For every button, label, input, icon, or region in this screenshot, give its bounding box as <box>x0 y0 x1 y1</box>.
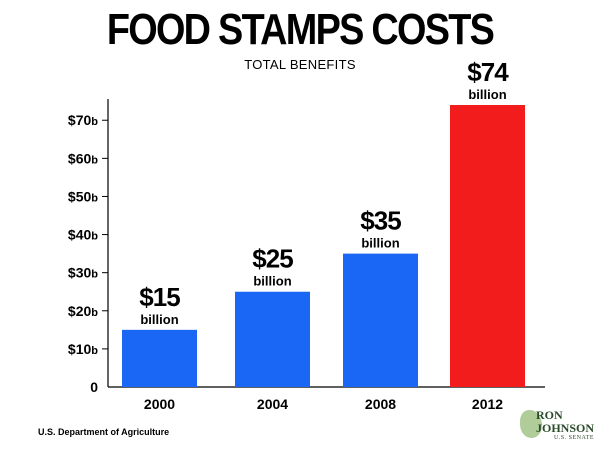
logo-line-1: RON <box>536 408 563 422</box>
x-tick-label: 2000 <box>144 396 175 412</box>
bar-2004 <box>235 291 310 387</box>
data-label-unit: billion <box>361 236 399 251</box>
x-tick-label: 2008 <box>365 396 396 412</box>
y-tick-label: $60b <box>68 150 98 166</box>
data-label-unit: billion <box>253 274 291 289</box>
bar-2008 <box>343 253 418 387</box>
y-tick-label: $50b <box>68 188 98 204</box>
y-tick-label: $40b <box>68 227 98 243</box>
chart-title: FOOD STAMPS COSTS <box>106 5 495 54</box>
logo-line-3: U.S. SENATE <box>554 435 595 441</box>
x-tick-label: 2004 <box>257 396 288 412</box>
y-tick-label: $20b <box>68 303 98 319</box>
chart-subtitle: TOTAL BENEFITS <box>244 57 356 72</box>
y-tick-label: $70b <box>68 112 98 128</box>
data-label-value: $35 <box>360 206 401 236</box>
data-label-unit: billion <box>140 312 178 327</box>
data-label-value: $74 <box>467 57 509 87</box>
y-tick-label: $30b <box>68 265 98 281</box>
bar-2000 <box>122 329 197 387</box>
data-label-value: $15 <box>139 282 180 312</box>
data-label-unit: billion <box>468 87 506 102</box>
y-tick-label: $10b <box>68 341 98 357</box>
logo-line-2: JOHNSON <box>536 421 595 435</box>
x-tick-label: 2012 <box>472 396 503 412</box>
bar-2012 <box>450 105 525 387</box>
data-label-value: $25 <box>252 244 293 274</box>
senate-logo: RON JOHNSON U.S. SENATE <box>516 404 596 448</box>
source-note: U.S. Department of Agriculture <box>38 427 170 437</box>
y-tick-label: 0 <box>90 379 98 395</box>
wisconsin-map-icon <box>520 410 542 438</box>
